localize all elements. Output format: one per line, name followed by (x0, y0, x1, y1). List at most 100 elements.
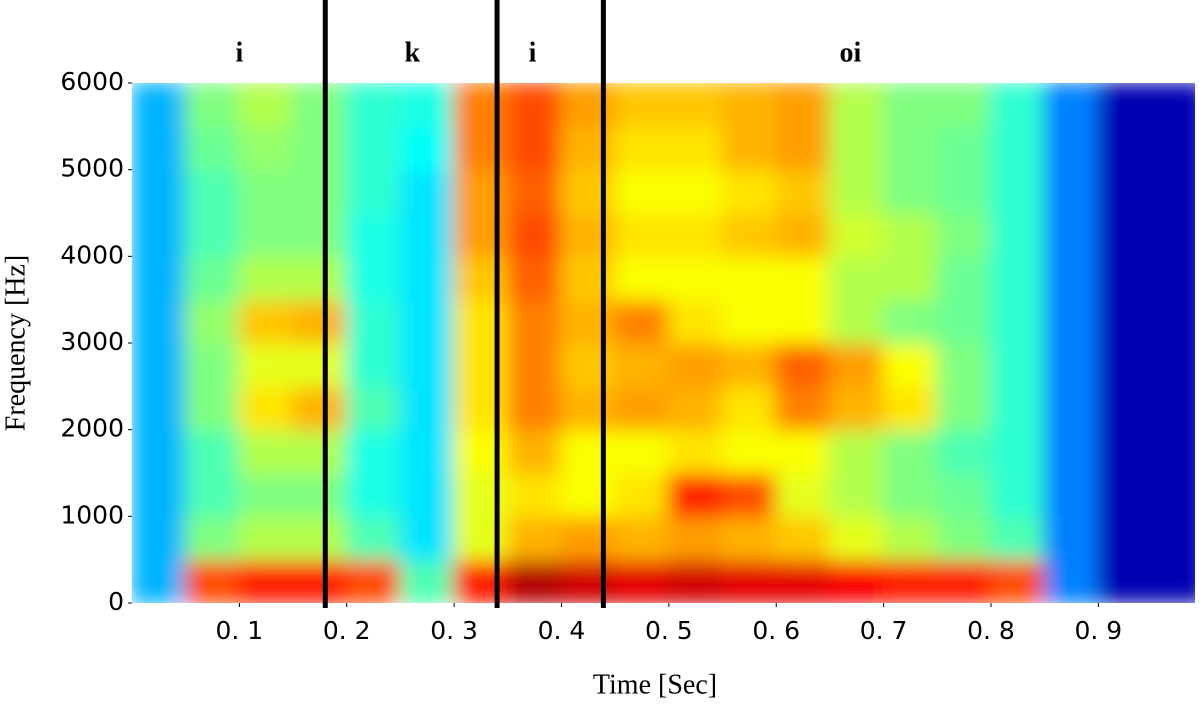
cell (506, 428, 563, 474)
cell (828, 125, 885, 171)
spectrogram-cells (132, 83, 1195, 603)
cell (1043, 428, 1100, 474)
cell (238, 428, 295, 474)
cell (560, 212, 617, 258)
cell (989, 515, 1046, 561)
cell (238, 83, 295, 128)
x-tick-label: 0. 9 (1075, 616, 1123, 645)
cell (184, 472, 241, 518)
cell (560, 472, 617, 518)
cell (184, 255, 241, 301)
cell (453, 515, 509, 561)
cell (238, 472, 295, 518)
cell (506, 125, 563, 171)
cell (453, 558, 509, 603)
cell (453, 342, 509, 388)
cell (132, 168, 187, 214)
cell (345, 212, 402, 258)
cell (292, 558, 348, 603)
cell (828, 212, 885, 258)
x-axis-title: Time [Sec] (593, 669, 717, 700)
cell (882, 428, 939, 474)
cell (989, 125, 1046, 171)
cell (775, 515, 831, 561)
cell (667, 515, 724, 561)
cell (132, 298, 187, 344)
cell (882, 125, 939, 171)
cell (184, 342, 241, 388)
cell (989, 212, 1046, 258)
cell (292, 83, 348, 128)
cell (292, 212, 348, 258)
cell (936, 83, 992, 128)
segment-label: k (404, 37, 420, 68)
cell (667, 212, 724, 258)
x-tick-label: 0. 8 (967, 616, 1015, 645)
cell (1097, 515, 1154, 561)
cell (184, 298, 241, 344)
cell (506, 385, 563, 431)
cell (721, 385, 778, 431)
cell (184, 125, 241, 171)
cell (989, 472, 1046, 518)
cell (132, 472, 187, 518)
cell (399, 168, 456, 214)
cell (828, 83, 885, 128)
cell (506, 168, 563, 214)
cell (345, 255, 402, 301)
cell (936, 255, 992, 301)
cell (132, 428, 187, 474)
cell (132, 515, 187, 561)
cell (667, 428, 724, 474)
cell (828, 385, 885, 431)
cell (292, 125, 348, 171)
cell (721, 428, 778, 474)
cell (721, 83, 778, 128)
cell (989, 428, 1046, 474)
cell (238, 385, 295, 431)
cell (775, 125, 831, 171)
cell (1097, 472, 1154, 518)
cell (506, 472, 563, 518)
cell (614, 125, 670, 171)
cell (399, 255, 456, 301)
cell (453, 385, 509, 431)
cell (184, 168, 241, 214)
cell (882, 83, 939, 128)
cell (506, 298, 563, 344)
cell (1151, 515, 1195, 561)
cell (936, 472, 992, 518)
cell (132, 255, 187, 301)
cell (184, 212, 241, 258)
cell (882, 342, 939, 388)
cell (132, 558, 187, 603)
cell (614, 168, 670, 214)
cell (721, 342, 778, 388)
cell (292, 298, 348, 344)
cell (1043, 515, 1100, 561)
cell (1151, 428, 1195, 474)
cell (453, 255, 509, 301)
cell (345, 83, 402, 128)
cell (775, 385, 831, 431)
cell (1043, 125, 1100, 171)
cell (614, 298, 670, 344)
cell (721, 558, 778, 603)
cell (506, 342, 563, 388)
cell (882, 558, 939, 603)
cell (936, 125, 992, 171)
cell (1097, 168, 1154, 214)
cell (292, 342, 348, 388)
cell (1151, 558, 1195, 603)
segment-label: i (529, 37, 537, 68)
cell (560, 428, 617, 474)
cell (828, 168, 885, 214)
cell (667, 342, 724, 388)
cell (989, 558, 1046, 603)
cell (238, 125, 295, 171)
x-tick-label: 0. 7 (860, 616, 908, 645)
cell (560, 385, 617, 431)
cell (1097, 558, 1154, 603)
cell (345, 298, 402, 344)
